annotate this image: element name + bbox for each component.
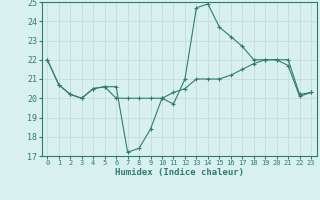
X-axis label: Humidex (Indice chaleur): Humidex (Indice chaleur) xyxy=(115,168,244,177)
